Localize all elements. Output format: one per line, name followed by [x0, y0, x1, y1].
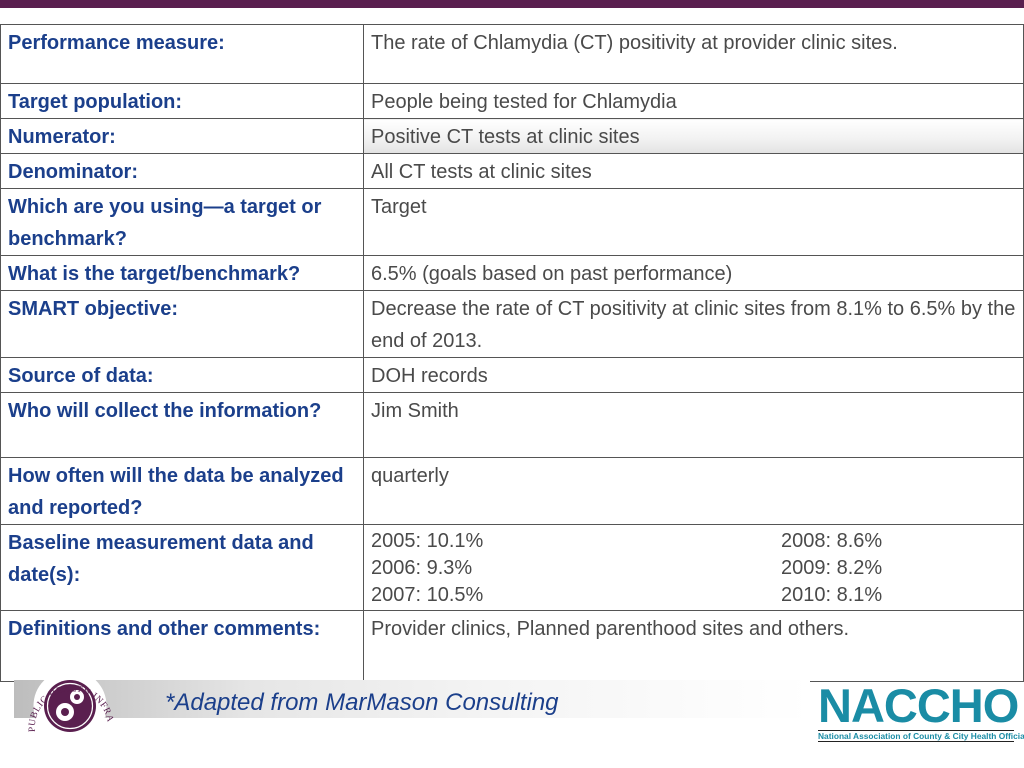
- row-label: Who will collect the information?: [0, 392, 364, 458]
- naccho-logo-tagline: National Association of County & City He…: [818, 730, 1024, 742]
- row-label: Which are you using—a target or benchmar…: [0, 188, 364, 256]
- row-label: Performance measure:: [0, 24, 364, 84]
- table-row: Definitions and other comments: Provider…: [0, 610, 1024, 682]
- row-label: What is the target/benchmark?: [0, 255, 364, 291]
- baseline-entry: 2010: 8.1%: [781, 584, 883, 606]
- baseline-entry: 2008: 8.6%: [781, 530, 883, 552]
- table-row: Source of data: DOH records: [0, 357, 1024, 393]
- table-row: Numerator: Positive CT tests at clinic s…: [0, 118, 1024, 154]
- baseline-grid: 2005: 10.1% 2008: 8.6% 2006: 9.3% 2009: …: [371, 527, 1017, 609]
- baseline-entry: 2006: 9.3%: [371, 557, 473, 579]
- row-value: Positive CT tests at clinic sites: [363, 118, 1024, 154]
- baseline-entry: 2007: 10.5%: [371, 584, 484, 606]
- table-row: Baseline measurement data and date(s): 2…: [0, 524, 1024, 611]
- footer-band: [14, 680, 810, 718]
- table-row: Which are you using—a target or benchmar…: [0, 188, 1024, 256]
- naccho-logo: NACCHO National Association of County & …: [818, 679, 1024, 742]
- table-row: How often will the data be analyzed and …: [0, 457, 1024, 525]
- row-value: quarterly: [363, 457, 1024, 525]
- public-health-seal-logo: PUBLIC HEALTH INFRASTRUCTURE & SYSTEMS: [20, 662, 114, 743]
- table-row: Target population: People being tested f…: [0, 83, 1024, 119]
- row-label: Source of data:: [0, 357, 364, 393]
- naccho-logo-word: NACCHO: [818, 679, 1019, 732]
- row-label: Numerator:: [0, 118, 364, 154]
- row-label: Denominator:: [0, 153, 364, 189]
- performance-measure-table: Performance measure: The rate of Chlamyd…: [0, 24, 1024, 682]
- attribution-note: *Adapted from MarMason Consulting: [165, 689, 559, 716]
- row-value: All CT tests at clinic sites: [363, 153, 1024, 189]
- row-value: Decrease the rate of CT positivity at cl…: [363, 290, 1024, 358]
- row-value: Provider clinics, Planned parenthood sit…: [363, 610, 1024, 682]
- row-label: Definitions and other comments:: [0, 610, 364, 682]
- row-value: DOH records: [363, 357, 1024, 393]
- table-row: SMART objective: Decrease the rate of CT…: [0, 290, 1024, 358]
- table-row: Who will collect the information? Jim Sm…: [0, 392, 1024, 458]
- row-value: People being tested for Chlamydia: [363, 83, 1024, 119]
- row-value: Jim Smith: [363, 392, 1024, 458]
- table-row: What is the target/benchmark? 6.5% (goal…: [0, 255, 1024, 291]
- baseline-entry: 2005: 10.1%: [371, 530, 484, 552]
- row-label: Baseline measurement data and date(s):: [0, 524, 364, 611]
- row-value: The rate of Chlamydia (CT) positivity at…: [363, 24, 1024, 84]
- table-row: Denominator: All CT tests at clinic site…: [0, 153, 1024, 189]
- row-value: Target: [363, 188, 1024, 256]
- row-label: Target population:: [0, 83, 364, 119]
- top-accent-bar: [0, 0, 1024, 8]
- baseline-values: 2005: 10.1% 2008: 8.6% 2006: 9.3% 2009: …: [363, 524, 1024, 611]
- row-value: 6.5% (goals based on past performance): [363, 255, 1024, 291]
- row-label: How often will the data be analyzed and …: [0, 457, 364, 525]
- baseline-entry: 2009: 8.2%: [781, 557, 883, 579]
- row-label: SMART objective:: [0, 290, 364, 358]
- table-row: Performance measure: The rate of Chlamyd…: [0, 24, 1024, 84]
